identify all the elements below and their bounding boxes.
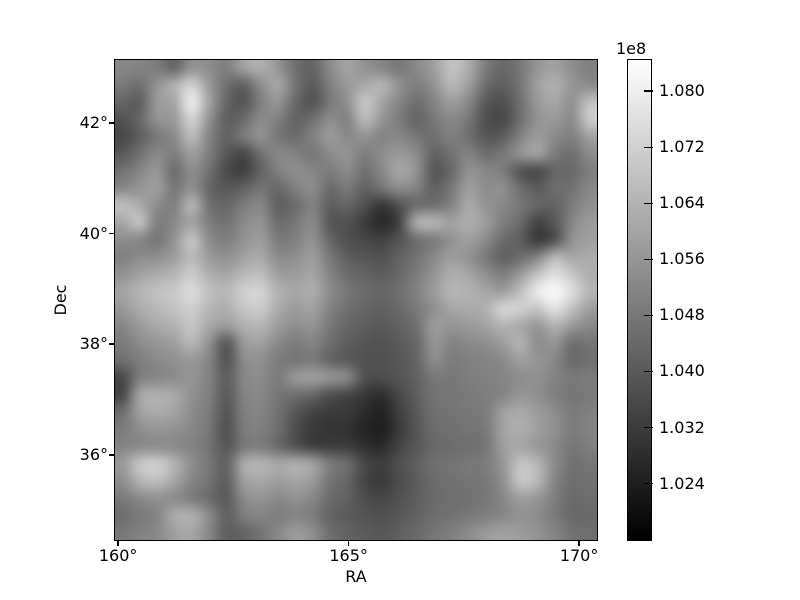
colorbar-tick-label: 1.040 <box>659 361 705 381</box>
y-tick <box>109 343 114 345</box>
x-tick-label: 165° <box>329 546 368 565</box>
x-tick-label: 160° <box>98 546 138 565</box>
x-tick-label: 170° <box>559 546 599 565</box>
colorbar-tick <box>644 90 653 92</box>
y-tick-label: 40° <box>79 223 108 243</box>
colorbar-tick-label: 1.064 <box>659 193 705 213</box>
x-tick <box>578 541 580 546</box>
y-axis-label: Dec <box>51 284 70 316</box>
colorbar-tick <box>644 258 653 261</box>
y-tick-label: 36° <box>79 444 108 464</box>
y-tick <box>109 232 114 235</box>
colorbar-tick <box>644 482 653 485</box>
y-tick-label: 38° <box>79 334 108 354</box>
colorbar-tick-label: 1.072 <box>659 137 705 157</box>
colorbar <box>627 59 652 541</box>
colorbar-tick-label: 1.080 <box>659 81 705 101</box>
colorbar-tick-label: 1.048 <box>659 305 705 325</box>
colorbar-tick <box>644 314 653 317</box>
colorbar-tick <box>644 146 653 149</box>
x-tick <box>117 541 119 546</box>
x-axis-label: RA <box>345 567 367 586</box>
colorbar-tick <box>644 202 653 205</box>
y-tick-label: 42° <box>79 113 108 133</box>
heatmap-image <box>114 59 598 541</box>
colorbar-tick-label: 1.024 <box>659 473 705 493</box>
colorbar-tick <box>644 370 653 373</box>
y-tick <box>109 454 114 456</box>
x-tick <box>347 541 350 546</box>
colorbar-tick <box>644 426 653 429</box>
colorbar-offset-label: 1e8 <box>616 39 647 58</box>
colorbar-tick-label: 1.056 <box>659 249 705 269</box>
y-tick <box>109 122 114 124</box>
colorbar-tick-label: 1.032 <box>659 417 705 437</box>
